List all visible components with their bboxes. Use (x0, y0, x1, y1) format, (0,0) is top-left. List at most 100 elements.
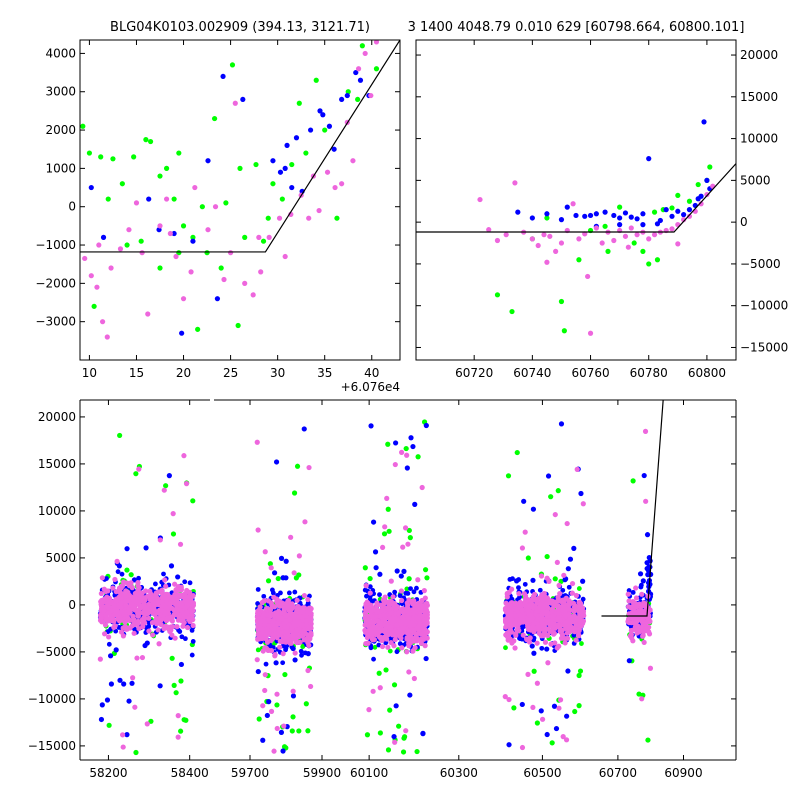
magenta-point (380, 606, 386, 612)
magenta-point (176, 612, 182, 619)
magenta-point (585, 273, 591, 280)
blue-point (283, 558, 289, 564)
blue-point (393, 440, 399, 446)
magenta-point (133, 200, 140, 206)
magenta-point (179, 618, 185, 624)
magenta-point (161, 487, 167, 493)
green-point (640, 248, 646, 254)
y-tick-label: 20000 (740, 48, 778, 62)
magenta-point (221, 276, 227, 283)
magenta-point (646, 618, 652, 624)
blue-point (261, 593, 267, 599)
green-point (561, 328, 567, 334)
magenta-point (112, 623, 118, 629)
magenta-point (564, 635, 571, 641)
blue-point (423, 422, 429, 429)
magenta-point (502, 694, 508, 700)
magenta-point (268, 648, 275, 654)
magenta-point (415, 605, 421, 611)
magenta-point (177, 541, 184, 547)
magenta-point (181, 593, 187, 599)
blue-point (637, 571, 644, 577)
green-point (80, 123, 86, 129)
blue-point (307, 127, 314, 133)
magenta-point (169, 617, 175, 623)
magenta-point (302, 519, 308, 525)
blue-point (205, 158, 211, 164)
magenta-point (296, 553, 302, 559)
magenta-point (570, 201, 576, 207)
magenta-point (409, 600, 415, 606)
blue-point (704, 177, 710, 183)
blue-point (404, 465, 410, 471)
y-tick-label: 0 (68, 200, 76, 214)
magenta-point (269, 602, 275, 608)
magenta-point (183, 481, 190, 487)
blue-point (641, 472, 647, 479)
magenta-point (625, 591, 631, 597)
magenta-point (575, 633, 582, 639)
green-point (117, 432, 123, 439)
blue-point (531, 650, 537, 656)
magenta-point (316, 207, 322, 214)
green-point (576, 257, 582, 263)
green-point (183, 717, 189, 723)
magenta-point (96, 242, 102, 248)
blue-point (529, 215, 535, 221)
green-point (296, 572, 302, 578)
blue-point (412, 501, 418, 507)
y-tick-label: −5000 (35, 645, 76, 659)
x-tick-label: 60720 (455, 366, 493, 380)
green-point (505, 473, 512, 479)
blue-point (179, 634, 185, 640)
x-tick-label: 59700 (231, 766, 269, 780)
green-point (178, 728, 184, 734)
green-point (362, 565, 368, 571)
magenta-point (146, 615, 152, 621)
green-point (372, 644, 378, 650)
green-point (373, 66, 380, 72)
blue-point (273, 459, 280, 465)
magenta-point (370, 624, 376, 630)
magenta-point (276, 215, 283, 221)
magenta-point (125, 615, 131, 621)
magenta-point (642, 626, 648, 632)
magenta-point (399, 597, 405, 604)
magenta-point (632, 624, 639, 630)
magenta-point (639, 591, 645, 597)
magenta-point (136, 466, 142, 472)
magenta-point (303, 618, 310, 624)
magenta-point (569, 614, 575, 620)
magenta-point (516, 591, 522, 597)
magenta-point (526, 612, 532, 618)
magenta-point (271, 594, 277, 600)
blue-point (565, 566, 571, 572)
magenta-point (134, 655, 140, 661)
magenta-point (542, 626, 548, 632)
green-point (552, 576, 558, 582)
magenta-point (394, 629, 400, 635)
magenta-point (308, 630, 314, 636)
magenta-point (151, 605, 157, 611)
magenta-point (415, 577, 421, 583)
magenta-point (560, 734, 566, 740)
magenta-point (377, 685, 383, 691)
magenta-point (512, 645, 518, 651)
magenta-point (502, 619, 509, 625)
axes-frame (415, 39, 737, 361)
magenta-point (551, 621, 557, 627)
magenta-point (170, 511, 176, 517)
magenta-point (305, 667, 311, 674)
green-point (180, 223, 187, 229)
green-point (364, 732, 371, 738)
x-tick-label: 60760 (571, 366, 609, 380)
blue-point (115, 569, 121, 575)
magenta-point (573, 637, 579, 643)
magenta-point (524, 596, 530, 602)
blue-point (580, 596, 586, 602)
green-point (577, 668, 584, 674)
magenta-point (555, 610, 561, 616)
blue-point (368, 423, 374, 429)
magenta-point (557, 623, 563, 630)
magenta-point (294, 597, 300, 603)
